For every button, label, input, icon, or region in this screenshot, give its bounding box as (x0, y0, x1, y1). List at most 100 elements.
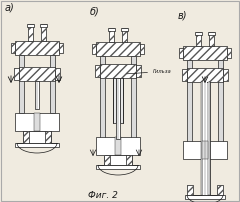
Bar (208, 32, 215, 35)
Bar (104, 155, 110, 165)
Bar (200, 82, 203, 195)
Bar (116, 78, 120, 139)
Bar (200, 82, 203, 195)
Bar (183, 46, 227, 60)
Bar (92, 44, 96, 54)
Bar (223, 69, 228, 81)
Bar (113, 78, 116, 123)
Bar (96, 165, 140, 169)
Bar (179, 48, 183, 58)
Bar (96, 42, 140, 56)
Bar (100, 56, 105, 141)
Bar (122, 28, 127, 42)
Bar (108, 28, 115, 31)
Bar (96, 137, 140, 155)
Bar (34, 113, 40, 131)
Text: Гильза: Гильза (127, 69, 172, 74)
Bar (41, 24, 46, 41)
Bar (217, 185, 223, 195)
Bar (96, 137, 140, 155)
Bar (27, 24, 34, 27)
Bar (28, 24, 33, 41)
Bar (59, 43, 63, 53)
Bar (55, 68, 60, 80)
Bar (227, 48, 231, 58)
Bar (104, 155, 132, 165)
Bar (208, 82, 210, 195)
Bar (96, 42, 140, 56)
Bar (196, 32, 201, 46)
Bar (92, 44, 96, 54)
Bar (136, 65, 141, 77)
Bar (35, 81, 39, 109)
Bar (95, 65, 100, 77)
Bar (187, 68, 223, 82)
Bar (50, 55, 55, 113)
Text: в): в) (178, 11, 187, 21)
Bar (59, 43, 63, 53)
Bar (140, 44, 144, 54)
Bar (11, 43, 15, 53)
Bar (182, 69, 187, 81)
Text: а): а) (5, 3, 15, 13)
Bar (14, 68, 19, 80)
Bar (15, 113, 59, 131)
Bar (208, 82, 210, 195)
Bar (55, 68, 60, 80)
Bar (100, 64, 136, 78)
Bar (183, 141, 227, 159)
Bar (14, 68, 19, 80)
Bar (100, 64, 136, 78)
Bar (140, 44, 144, 54)
Bar (209, 32, 214, 46)
Bar (179, 48, 183, 58)
Bar (109, 28, 114, 42)
Bar (109, 28, 114, 42)
Bar (41, 24, 46, 41)
Bar (187, 60, 192, 145)
Bar (104, 155, 110, 165)
Bar (15, 41, 59, 55)
Bar (122, 28, 127, 42)
Bar (115, 137, 121, 155)
Bar (182, 69, 187, 81)
Bar (23, 131, 29, 143)
Bar (203, 82, 207, 195)
Bar (45, 131, 51, 143)
Bar (200, 82, 210, 195)
Bar (120, 78, 123, 123)
Bar (223, 69, 228, 81)
Bar (95, 65, 100, 77)
Bar (131, 56, 136, 141)
Bar (15, 41, 59, 55)
Bar (195, 32, 202, 35)
Bar (40, 24, 47, 27)
Bar (45, 131, 51, 143)
Bar (202, 141, 208, 159)
Bar (15, 113, 59, 131)
Bar (187, 185, 193, 195)
Bar (217, 185, 223, 195)
Bar (23, 131, 29, 143)
Bar (183, 46, 227, 60)
Bar (15, 143, 59, 147)
Bar (126, 155, 132, 165)
Bar (196, 32, 201, 46)
Bar (187, 68, 223, 82)
Bar (19, 67, 55, 81)
Bar (28, 24, 33, 41)
Bar (11, 43, 15, 53)
Bar (183, 141, 227, 159)
Text: б): б) (90, 7, 100, 17)
Text: Фиг. 2: Фиг. 2 (88, 191, 118, 200)
Bar (185, 195, 225, 199)
Bar (218, 60, 223, 145)
Bar (19, 67, 55, 81)
Bar (121, 28, 128, 31)
Bar (227, 48, 231, 58)
Bar (209, 32, 214, 46)
Bar (136, 65, 141, 77)
Bar (19, 55, 24, 113)
Bar (187, 185, 193, 195)
Bar (126, 155, 132, 165)
